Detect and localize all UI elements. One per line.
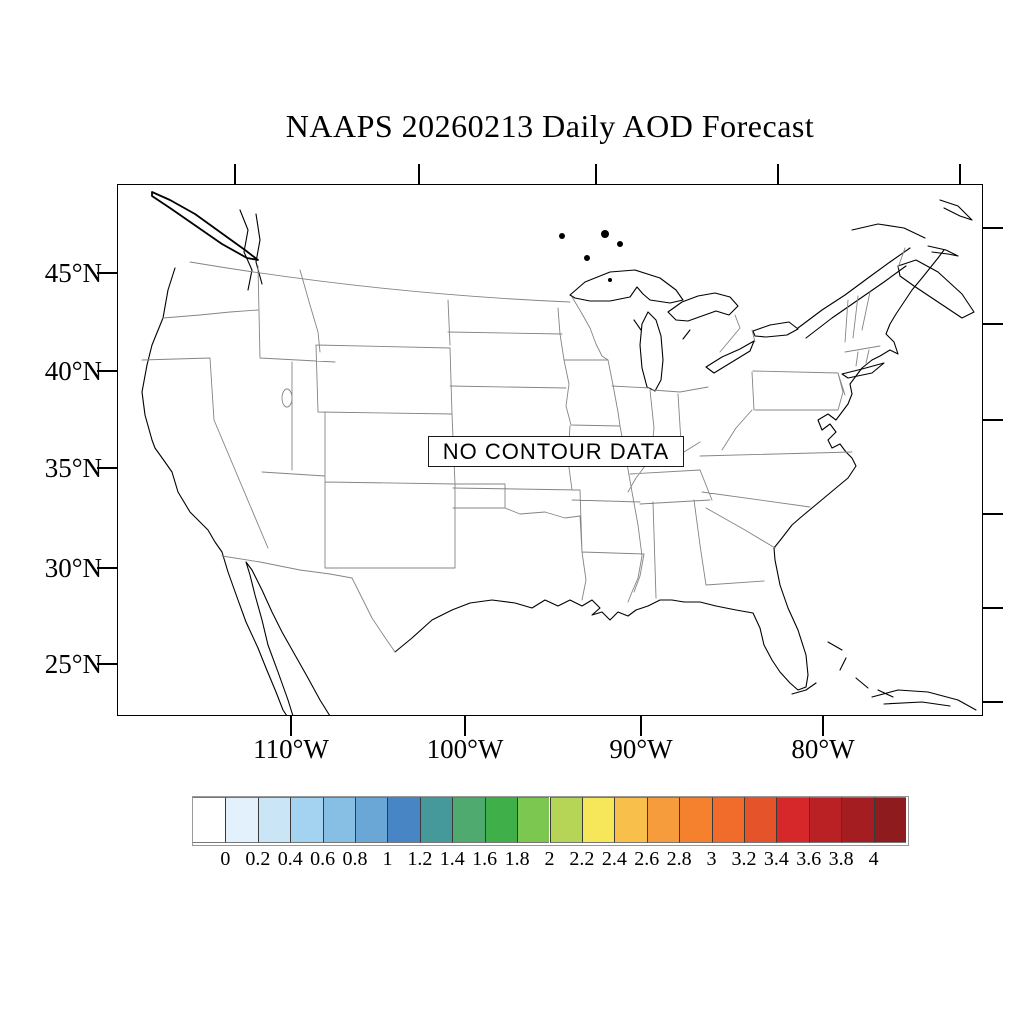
lat-tick-label: 30°N	[44, 553, 102, 583]
lon-tick-bottom	[640, 716, 642, 736]
pacific-coastline	[141, 267, 288, 716]
colorbar-segment	[549, 797, 582, 843]
lat-tick-right	[983, 607, 1003, 609]
colorbar-segment	[711, 797, 744, 843]
lon-tick-top	[595, 164, 597, 184]
colorbar-tick-label: 4	[868, 848, 879, 870]
lat-tick-right	[983, 227, 1003, 229]
colorbar-tick-label: 3.4	[763, 848, 789, 870]
colorbar-tick-label: 2	[544, 848, 555, 870]
lat-tick-left	[97, 370, 117, 372]
colorbar-tick-label: 2.4	[601, 848, 627, 870]
vancouver-island	[151, 191, 259, 261]
colorbar-tick-label: 3.8	[828, 848, 854, 870]
colorbar-segment	[225, 797, 258, 843]
colorbar-tick-label: 0.8	[342, 848, 368, 870]
colorbar	[192, 796, 909, 846]
colorbar-segment	[841, 797, 874, 843]
lon-tick-top	[777, 164, 779, 184]
lat-tick-label: 40°N	[44, 356, 102, 386]
colorbar-segment	[776, 797, 809, 843]
lon-tick-label: 90°W	[609, 734, 673, 764]
colorbar-segment	[387, 797, 420, 843]
lat-tick-right	[983, 701, 1003, 703]
lat-tick-label: 35°N	[44, 453, 102, 483]
colorbar-segment	[743, 797, 777, 843]
lat-tick-right	[983, 323, 1003, 325]
great-salt-lake	[281, 388, 293, 408]
caribbean-islands	[791, 641, 977, 711]
st-lawrence-maritimes-coastline	[797, 199, 975, 339]
lat-tick-label: 25°N	[44, 649, 102, 679]
lat-tick-left	[97, 663, 117, 665]
colorbar-tick-label: 0	[220, 848, 231, 870]
colorbar-segment	[581, 797, 615, 843]
colorbar-tick-label: 2.6	[634, 848, 660, 870]
lon-tick-top	[234, 164, 236, 184]
lon-tick-label: 80°W	[791, 734, 855, 764]
great-lakes	[569, 269, 799, 392]
colorbar-segment	[290, 797, 323, 843]
baja-gulf-of-california-coastline	[245, 561, 331, 716]
colorbar-tick-label: 2.8	[666, 848, 692, 870]
us-basemap	[141, 191, 977, 716]
lat-tick-label: 45°N	[44, 258, 102, 288]
lat-tick-left	[97, 467, 117, 469]
state-borders	[141, 265, 881, 603]
colorbar-tick-label: 1.4	[439, 848, 465, 870]
colorbar-tick-label: 2.2	[569, 848, 595, 870]
lon-tick-label: 110°W	[253, 734, 329, 764]
colorbar-segment	[646, 797, 680, 843]
gulf-atlantic-coastline	[394, 249, 945, 691]
colorbar-tick-label: 1.8	[504, 848, 530, 870]
colorbar-segment	[679, 797, 712, 843]
lon-tick-label: 100°W	[426, 734, 504, 764]
colorbar-segment	[257, 797, 291, 843]
international-borders	[189, 247, 906, 653]
no-contour-data-label: NO CONTOUR DATA	[428, 436, 684, 467]
colorbar-tick-label: 0.6	[310, 848, 336, 870]
colorbar-tick-label: 0.4	[277, 848, 303, 870]
lat-tick-left	[97, 567, 117, 569]
colorbar-segment	[355, 797, 388, 843]
lat-tick-right	[983, 513, 1003, 515]
lat-tick-right	[983, 419, 1003, 421]
colorbar-segment	[517, 797, 550, 843]
colorbar-segment	[322, 797, 356, 843]
colorbar-tick-label: 1.2	[407, 848, 433, 870]
colorbar-segment	[873, 797, 906, 843]
colorbar-tick-label: 1	[382, 848, 393, 870]
colorbar-tick-label: 3.2	[731, 848, 757, 870]
canadian-lakes	[559, 230, 623, 282]
lat-tick-left	[97, 272, 117, 274]
lon-tick-top	[418, 164, 420, 184]
figure-title: NAAPS 20260213 Daily AOD Forecast	[285, 108, 815, 144]
lon-tick-top	[959, 164, 961, 184]
colorbar-tick-label: 1.6	[472, 848, 498, 870]
colorbar-tick-label: 3.6	[796, 848, 822, 870]
long-island	[841, 362, 885, 379]
lon-tick-bottom	[290, 716, 292, 736]
colorbar-segment	[614, 797, 647, 843]
colorbar-tick-label: 0.2	[245, 848, 271, 870]
colorbar-segment	[452, 797, 485, 843]
lon-tick-bottom	[822, 716, 824, 736]
colorbar-segment	[193, 797, 226, 843]
colorbar-segment	[808, 797, 842, 843]
lon-tick-bottom	[464, 716, 466, 736]
colorbar-segment	[419, 797, 453, 843]
colorbar-tick-label: 3	[706, 848, 717, 870]
colorbar-segment	[484, 797, 518, 843]
